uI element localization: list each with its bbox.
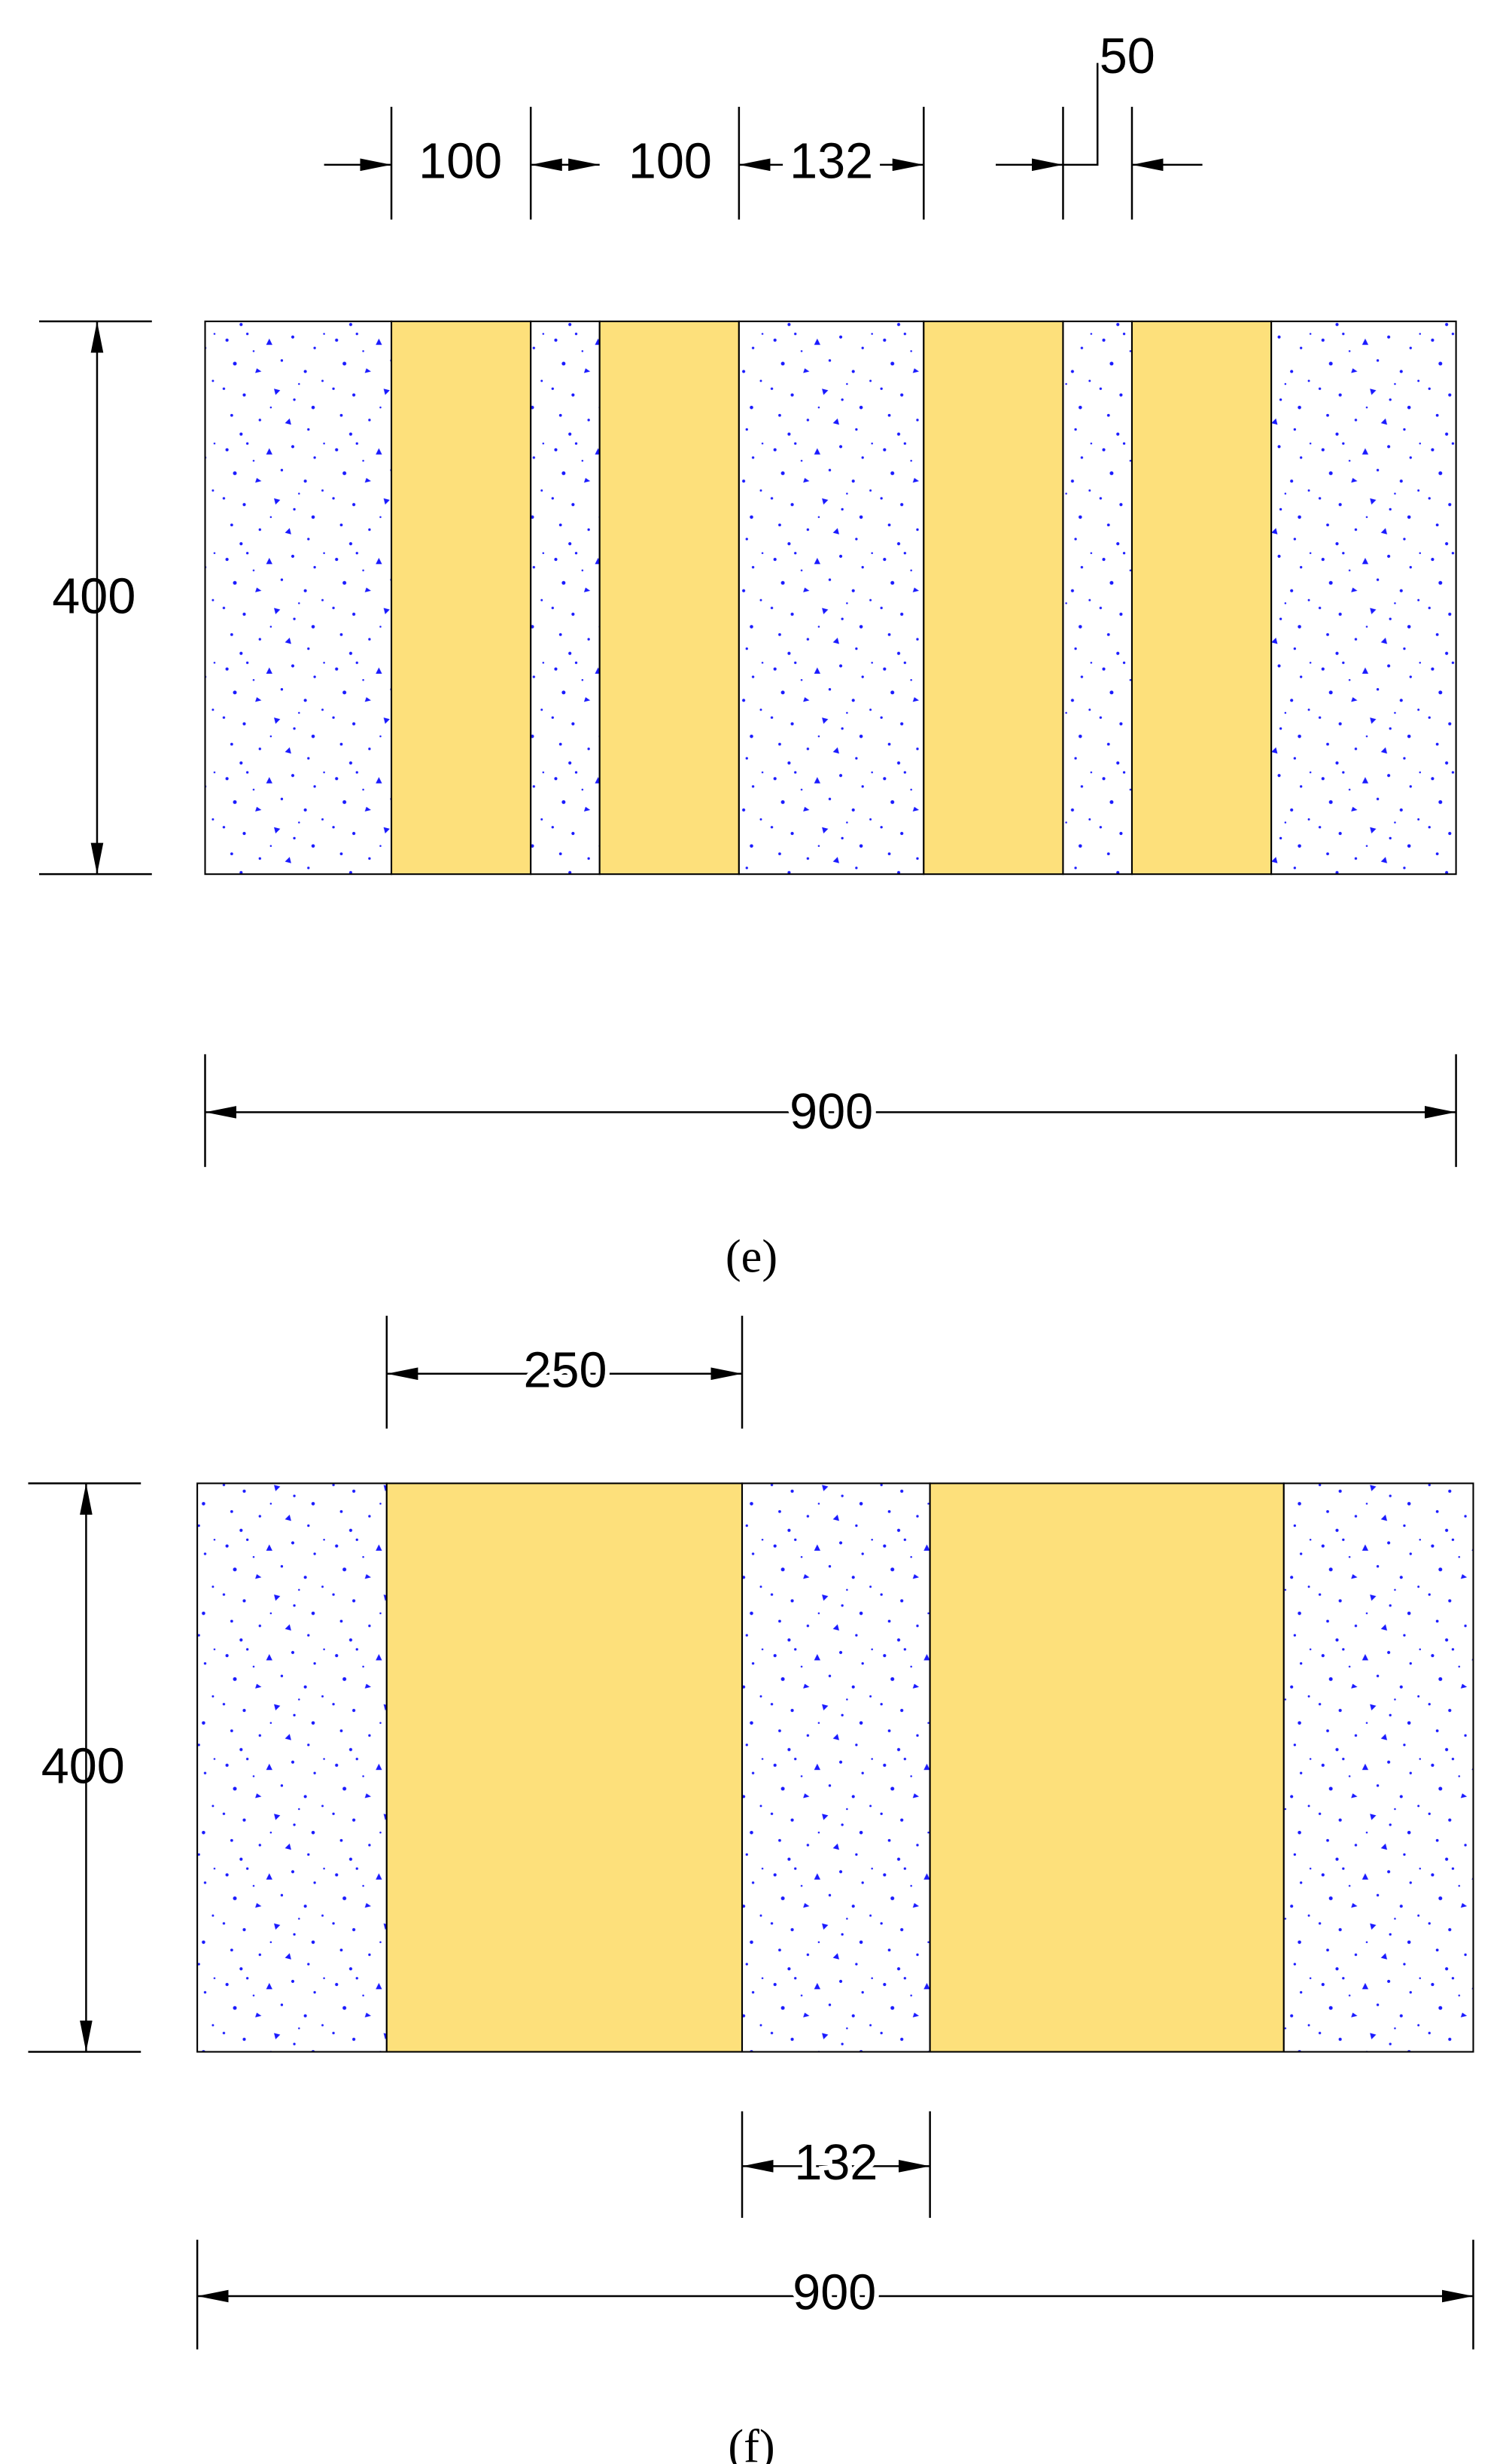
dimension-label: 400	[52, 569, 135, 625]
panel-f: 250 400 132 900 (f)	[28, 1315, 1474, 2464]
column-strip	[929, 1482, 1285, 2053]
dimension-label: 900	[793, 2265, 876, 2321]
concrete-strip	[1282, 1482, 1474, 2053]
dimension-lines	[39, 62, 1457, 1168]
dimension-label: 900	[790, 1084, 873, 1140]
dimension-lines	[28, 1315, 1474, 2350]
concrete-strip	[738, 320, 925, 876]
concrete-strip	[1270, 320, 1457, 876]
concrete-strip	[204, 320, 393, 876]
concrete-strip	[530, 320, 601, 876]
dimension-label: 250	[523, 1342, 607, 1398]
dimension-label: 400	[41, 1739, 125, 1795]
column-strip	[1130, 320, 1273, 876]
dimension-label: 100	[628, 133, 712, 189]
dimension-label: 100	[418, 133, 502, 189]
dimension-label: 132	[790, 133, 873, 189]
concrete-strip	[196, 1482, 388, 2053]
dimension-label: 132	[794, 2135, 878, 2191]
concrete-strip	[741, 1482, 931, 2053]
panel-e: 100 100 132 50 400 900 (e)	[39, 29, 1457, 1282]
concrete-strip	[1062, 320, 1133, 876]
dimension-label: 50	[1100, 29, 1155, 84]
column-strip	[385, 1482, 744, 2053]
caption: (e)	[726, 1230, 777, 1282]
column-strip	[391, 320, 532, 876]
column-strip	[923, 320, 1064, 876]
column-strip	[598, 320, 740, 876]
caption: (f)	[728, 2420, 774, 2464]
